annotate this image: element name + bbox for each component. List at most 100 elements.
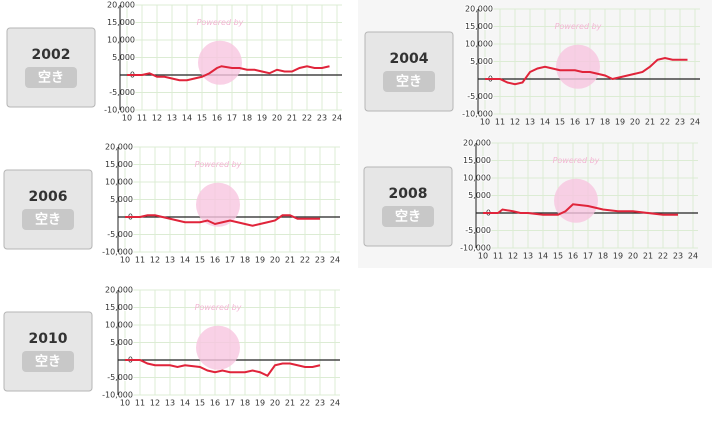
data-line (127, 65, 330, 82)
x-tick-label: 22 (660, 118, 670, 127)
y-tick-label: 5,000 (110, 195, 133, 204)
x-tick-label: 24 (688, 252, 698, 261)
watermark-logo (196, 182, 240, 227)
watermark: Powered by (195, 160, 242, 169)
y-tick-label: 20,000 (465, 5, 493, 14)
watermark-logo (554, 178, 598, 223)
status-label: 空き (396, 74, 422, 90)
x-tick-label: 23 (315, 399, 325, 408)
x-tick-label: 22 (658, 252, 668, 261)
status-label: 空き (38, 70, 64, 86)
status-badge (25, 67, 77, 88)
x-tick-label: 22 (300, 399, 310, 408)
y-tick-label: 5,000 (110, 338, 133, 347)
watermark-logo (556, 44, 600, 89)
x-tick-label: 10 (122, 114, 132, 123)
y-tick-label: 5,000 (470, 57, 493, 66)
x-tick-label: 11 (135, 399, 145, 408)
x-tick-label: 14 (180, 256, 190, 265)
x-tick-label: 20 (272, 114, 282, 123)
watermark-logo (196, 325, 240, 370)
x-tick-label: 18 (240, 399, 250, 408)
x-tick-label: 13 (525, 118, 535, 127)
x-tick-label: 20 (270, 256, 280, 265)
x-tick-label: 13 (165, 399, 175, 408)
x-tick-label: 17 (583, 252, 593, 261)
x-tick-label: 17 (225, 399, 235, 408)
y-tick-label: 20,000 (105, 286, 133, 295)
year-label: 2008 (389, 186, 428, 202)
x-tick-label: 24 (330, 256, 340, 265)
x-tick-label: 13 (167, 114, 177, 123)
x-tick-label: 10 (120, 256, 130, 265)
x-tick-label: 19 (255, 256, 265, 265)
watermark: Powered by (555, 22, 602, 31)
y-tick-label: 10,000 (105, 321, 133, 330)
x-tick-label: 23 (315, 256, 325, 265)
x-tick-label: 21 (287, 114, 297, 123)
y-tick-label: 10,000 (105, 178, 133, 187)
year-label: 2002 (32, 47, 71, 63)
y-tick-label: 15,000 (463, 156, 491, 165)
x-tick-label: 20 (270, 399, 280, 408)
y-tick-label: 5,000 (112, 53, 135, 62)
x-tick-label: 18 (242, 114, 252, 123)
x-tick-label: 24 (332, 114, 342, 123)
watermark: Powered by (195, 303, 242, 312)
y-tick-label: 15,000 (465, 22, 493, 31)
x-tick-label: 20 (628, 252, 638, 261)
y-tick-label: -5,000 (107, 230, 133, 239)
x-tick-label: 12 (508, 252, 518, 261)
x-tick-label: 12 (510, 118, 520, 127)
y-tick-label: 20,000 (463, 139, 491, 148)
x-tick-label: 17 (225, 256, 235, 265)
x-tick-label: 24 (690, 118, 700, 127)
x-tick-label: 21 (285, 399, 295, 408)
y-tick-label: 20,000 (107, 1, 135, 10)
x-tick-label: 17 (227, 114, 237, 123)
x-tick-label: 16 (210, 256, 220, 265)
y-tick-label: -5,000 (465, 226, 491, 235)
y-tick-label: -5,000 (467, 92, 493, 101)
x-tick-label: 10 (120, 399, 130, 408)
x-tick-label: 21 (643, 252, 653, 261)
year-label: 2004 (390, 51, 429, 67)
y-tick-label: 10,000 (463, 174, 491, 183)
x-tick-label: 21 (645, 118, 655, 127)
y-tick-label: 20,000 (105, 143, 133, 152)
y-tick-label: 10,000 (107, 36, 135, 45)
x-tick-label: 18 (240, 256, 250, 265)
status-label: 空き (35, 212, 61, 228)
x-tick-label: 10 (480, 118, 490, 127)
data-line (125, 359, 321, 378)
x-tick-label: 10 (478, 252, 488, 261)
x-tick-label: 11 (495, 118, 505, 127)
x-tick-label: 19 (255, 399, 265, 408)
y-tick-label: 5,000 (468, 191, 491, 200)
year-label: 2006 (29, 189, 68, 205)
x-tick-label: 19 (257, 114, 267, 123)
year-label: 2010 (29, 331, 68, 347)
x-tick-label: 18 (600, 118, 610, 127)
x-tick-label: 12 (150, 256, 160, 265)
y-tick-label: -5,000 (109, 88, 135, 97)
x-tick-label: 16 (210, 399, 220, 408)
data-line (483, 203, 678, 216)
y-tick-label: 15,000 (105, 160, 133, 169)
y-tick-label: -5,000 (107, 373, 133, 382)
data-line (485, 56, 688, 86)
x-tick-label: 11 (135, 256, 145, 265)
status-badge (22, 209, 74, 230)
x-tick-label: 23 (673, 252, 683, 261)
x-tick-label: 21 (285, 256, 295, 265)
x-tick-label: 16 (212, 114, 222, 123)
x-tick-label: 23 (317, 114, 327, 123)
x-tick-label: 22 (300, 256, 310, 265)
x-tick-label: 19 (613, 252, 623, 261)
data-line (125, 214, 320, 227)
x-tick-label: 11 (493, 252, 503, 261)
x-tick-label: 12 (150, 399, 160, 408)
x-tick-label: 13 (165, 256, 175, 265)
x-tick-label: 15 (197, 114, 207, 123)
